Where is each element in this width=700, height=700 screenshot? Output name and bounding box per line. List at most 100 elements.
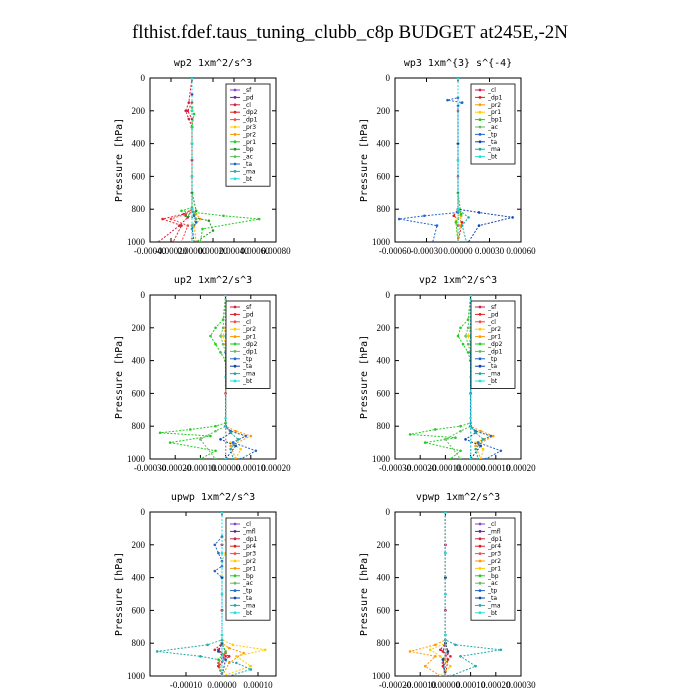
- data-point: [234, 429, 237, 433]
- legend-marker: [233, 140, 237, 144]
- x-tick-label: 0.00030: [506, 680, 536, 690]
- data-point: [456, 96, 460, 99]
- legend-marker: [233, 133, 237, 136]
- y-axis-label: Pressure [hPa]: [359, 118, 370, 202]
- data-point: [186, 224, 190, 227]
- legend-marker: [233, 96, 237, 99]
- legend-entry: _ma: [487, 602, 501, 609]
- legend-marker: [233, 596, 237, 600]
- data-point: [489, 434, 493, 438]
- x-tick-label: -0.00020: [155, 246, 188, 256]
- legend-entry: _pr1: [242, 139, 256, 146]
- legend-marker: [478, 544, 482, 548]
- chart-panel-4: vp2 1xm^2/s^3 Pressure [hPa] 0 200 400 600 800…: [359, 275, 536, 473]
- data-point: [158, 431, 162, 435]
- y-axis-label: Pressure [hPa]: [114, 118, 125, 202]
- legend: _sf_pd_cl_pr2_pr1_dp2_dp1_tp_ta_ma_bt: [225, 300, 271, 389]
- data-point: [460, 101, 464, 104]
- legend-marker: [233, 125, 237, 129]
- legend-marker: [233, 604, 237, 607]
- x-tick-label: 0.00010: [236, 463, 266, 473]
- y-tick-label: 400: [377, 139, 391, 149]
- legend-entry: _pr1: [242, 334, 256, 341]
- data-point: [434, 643, 437, 647]
- data-point: [459, 429, 462, 433]
- y-tick-label: 600: [132, 171, 146, 181]
- data-point: [446, 98, 449, 102]
- legend-entry: _tp: [242, 356, 252, 363]
- data-point: [466, 326, 470, 330]
- data-point: [477, 211, 481, 214]
- legend-entry: _bt: [487, 610, 498, 617]
- legend-marker: [233, 544, 237, 548]
- data-point: [439, 655, 442, 658]
- data-point: [199, 438, 202, 441]
- y-tick-label: 800: [377, 421, 391, 431]
- y-tick-label: 800: [132, 638, 146, 648]
- legend-entry: _pr1: [487, 565, 501, 572]
- data-point: [454, 643, 457, 647]
- data-point: [190, 191, 194, 195]
- legend-marker: [478, 88, 482, 92]
- legend-marker: [233, 357, 237, 361]
- legend-entry: _pd: [242, 311, 254, 318]
- y-tick-label: 0: [141, 507, 146, 517]
- data-point: [444, 633, 447, 637]
- data-point: [449, 457, 452, 459]
- y-tick-label: 200: [377, 323, 391, 333]
- data-point: [459, 424, 462, 428]
- x-tick-label: 0.00060: [240, 246, 270, 256]
- legend-entry: _pr4: [242, 543, 256, 550]
- data-point: [217, 650, 220, 653]
- legend-marker: [233, 313, 237, 316]
- legend-entry: _dp1: [242, 536, 258, 543]
- data-point: [456, 334, 460, 338]
- x-tick-label: 0.00000: [211, 463, 241, 473]
- legend-entry: _dp1: [487, 348, 503, 355]
- data-point: [214, 326, 217, 330]
- data-point: [219, 334, 222, 338]
- legend-marker: [478, 110, 482, 114]
- data-point: [190, 142, 194, 145]
- legend-marker: [233, 327, 237, 331]
- y-tick-label: 400: [377, 573, 391, 583]
- legend-entry: _ma: [487, 371, 501, 378]
- legend-entry: _cl: [242, 319, 251, 326]
- data-point: [224, 658, 227, 661]
- legend-marker: [478, 552, 482, 555]
- data-point: [214, 449, 217, 453]
- legend-marker: [233, 177, 237, 181]
- legend-entry: _bt: [242, 176, 253, 183]
- data-point: [221, 326, 225, 330]
- data-point: [231, 643, 235, 647]
- data-point: [408, 433, 412, 436]
- data-point: [423, 664, 427, 668]
- legend-box: [225, 517, 271, 621]
- data-point: [199, 655, 202, 658]
- data-point: [441, 658, 445, 661]
- legend-marker: [233, 110, 237, 114]
- data-point: [213, 648, 217, 652]
- data-point: [459, 655, 462, 658]
- y-tick-label: 200: [132, 540, 146, 550]
- data-point: [220, 551, 224, 555]
- legend-marker: [478, 574, 482, 578]
- x-tick-label: 0.00010: [243, 680, 273, 690]
- data-point: [244, 434, 248, 438]
- legend-entry: _dp1: [242, 348, 258, 355]
- data-point: [461, 342, 465, 346]
- legend-entry: _bt: [242, 610, 253, 617]
- legend-marker: [478, 537, 482, 541]
- legend-marker: [233, 530, 237, 533]
- data-point: [456, 78, 460, 80]
- data-point: [192, 112, 196, 116]
- legend-marker: [233, 342, 237, 346]
- legend-entry: _ta: [487, 139, 497, 146]
- data-point: [214, 429, 217, 433]
- chart-title: vp2 1xm^2/s^3: [419, 275, 497, 286]
- legend-entry: _bp: [242, 146, 254, 153]
- legend-entry: _cl: [242, 102, 251, 109]
- data-point: [474, 664, 477, 668]
- data-point: [511, 216, 514, 219]
- legend-marker: [233, 170, 237, 173]
